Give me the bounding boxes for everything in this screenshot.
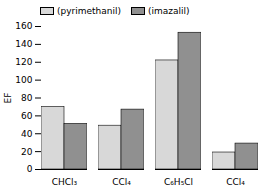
- svg-text:0: 0: [27, 164, 33, 174]
- svg-text:C₆H₅Cl: C₆H₅Cl: [164, 177, 193, 187]
- svg-text:CHCl₃: CHCl₃: [52, 177, 78, 187]
- svg-text:40: 40: [21, 129, 33, 139]
- svg-text:140: 140: [15, 39, 32, 49]
- svg-text:CCl₄: CCl₄: [112, 177, 131, 187]
- html-text:(pyrimethanil): (pyrimethanil): [57, 5, 121, 16]
- svg-text:EF: EF: [3, 93, 13, 104]
- svg-text:60: 60: [21, 111, 33, 121]
- svg-text:120: 120: [15, 57, 32, 67]
- svg-text:80: 80: [21, 93, 33, 103]
- svg-text:CCl₄: CCl₄: [226, 177, 245, 187]
- svg-text:100: 100: [15, 75, 32, 85]
- svg-text:160: 160: [15, 21, 32, 31]
- html-text:(imazalil): (imazalil): [148, 5, 190, 16]
- svg-text:20: 20: [21, 147, 33, 157]
